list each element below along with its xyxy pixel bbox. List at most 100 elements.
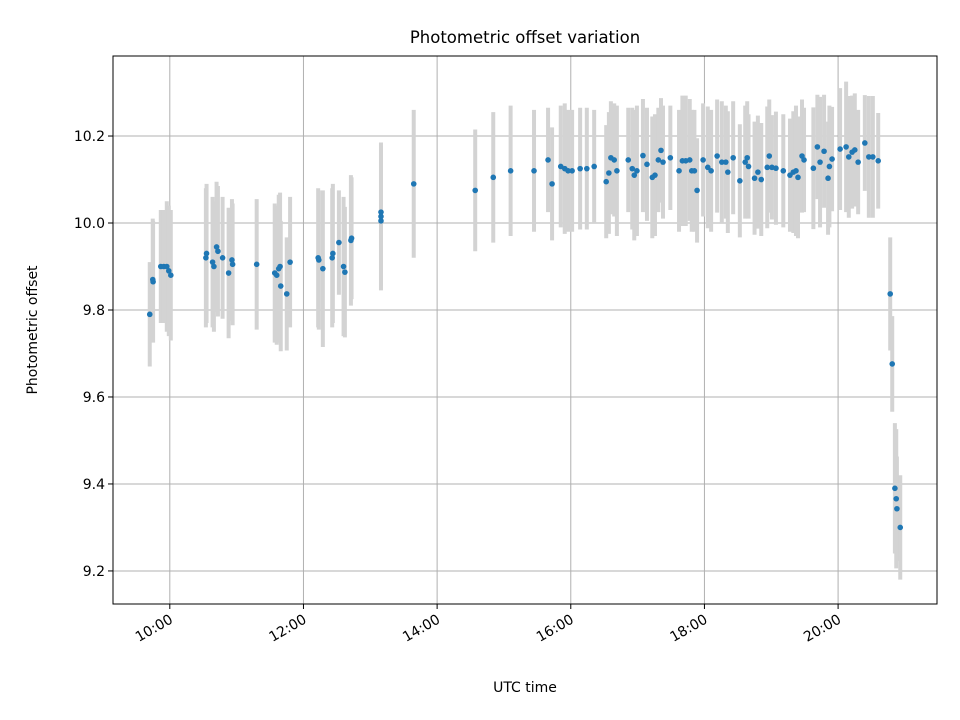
data-point (821, 148, 827, 155)
data-point (875, 158, 881, 164)
data-points (146, 140, 904, 531)
data-point (667, 154, 674, 161)
x-tick-label: 14:00 (400, 612, 443, 646)
data-point (203, 255, 209, 261)
data-point (273, 272, 280, 279)
data-point (751, 175, 758, 182)
data-point (634, 168, 640, 174)
data-point (719, 159, 725, 165)
data-point (342, 269, 348, 275)
data-point (320, 265, 326, 272)
data-point (758, 176, 765, 183)
y-tick-label: 10.0 (74, 216, 105, 232)
data-point (829, 156, 835, 162)
data-point (545, 157, 551, 163)
data-point (340, 263, 347, 270)
data-point (801, 157, 807, 163)
data-point (577, 165, 583, 172)
data-point (676, 168, 682, 174)
data-point (745, 163, 752, 170)
chart-title: Photometric offset variation (410, 28, 640, 47)
data-point (810, 165, 817, 172)
data-point (209, 259, 216, 265)
data-point (225, 270, 232, 276)
y-tick-label: 10.2 (74, 129, 105, 145)
data-point (378, 218, 384, 224)
data-point (229, 257, 235, 263)
data-point (660, 159, 666, 165)
data-point (213, 244, 220, 250)
data-point (723, 159, 729, 165)
data-point (163, 263, 170, 270)
data-point (565, 168, 571, 174)
data-point (253, 261, 260, 268)
data-point (625, 157, 632, 163)
data-point (329, 255, 335, 261)
data-point (507, 168, 514, 174)
data-point (700, 157, 706, 163)
data-point (219, 255, 226, 261)
data-point (892, 485, 898, 492)
data-point (211, 263, 217, 270)
data-point (631, 172, 638, 178)
data-point (773, 165, 779, 172)
y-tick-label: 9.2 (83, 564, 105, 580)
data-point (410, 181, 417, 187)
data-point (730, 154, 736, 161)
data-point (686, 157, 693, 163)
data-point (837, 146, 843, 152)
y-axis-ticks: 9.2 9.4 9.6 9.8 10.0 10.2 (74, 129, 113, 580)
data-point (146, 311, 153, 318)
data-point (817, 159, 823, 165)
data-point (283, 291, 290, 297)
data-point (845, 154, 852, 160)
data-point (704, 164, 711, 171)
data-point (591, 163, 597, 170)
data-point (348, 235, 355, 242)
data-point (708, 168, 714, 174)
data-point (755, 169, 761, 175)
data-point (603, 178, 609, 185)
data-point (866, 154, 872, 160)
data-point (644, 161, 650, 168)
data-point (652, 172, 658, 178)
data-point (655, 157, 662, 163)
data-point (894, 505, 900, 512)
x-axis-ticks: 10:00 12:00 14:00 16:00 18:00 20:00 (133, 604, 844, 646)
data-point (569, 168, 575, 174)
data-point (725, 169, 731, 175)
data-point (549, 181, 555, 187)
y-axis-label: Photometric offset (25, 265, 41, 395)
data-point (852, 147, 858, 153)
data-point (277, 283, 284, 289)
data-point (166, 268, 172, 274)
y-tick-label: 9.4 (83, 477, 105, 493)
data-point (793, 168, 799, 174)
data-point (780, 168, 787, 174)
data-point (472, 187, 479, 194)
data-point (764, 164, 771, 171)
data-point (287, 259, 293, 265)
data-point (814, 144, 821, 150)
data-point (378, 209, 384, 215)
data-point (889, 361, 896, 367)
data-point (150, 278, 156, 285)
data-point (893, 495, 900, 502)
data-point (490, 174, 497, 181)
x-tick-label: 16:00 (534, 612, 577, 646)
data-point (887, 291, 894, 297)
data-point (658, 147, 664, 154)
data-point (826, 163, 833, 170)
x-tick-label: 12:00 (267, 612, 310, 646)
data-point (744, 154, 751, 161)
data-point (855, 159, 861, 165)
data-point (766, 153, 773, 159)
data-point (862, 140, 868, 146)
x-axis-label: UTC time (493, 680, 557, 696)
data-point (611, 157, 618, 163)
data-point (870, 154, 876, 160)
x-tick-label: 20:00 (801, 612, 844, 646)
data-point (606, 170, 612, 176)
data-point (742, 159, 749, 165)
data-point (714, 153, 720, 159)
